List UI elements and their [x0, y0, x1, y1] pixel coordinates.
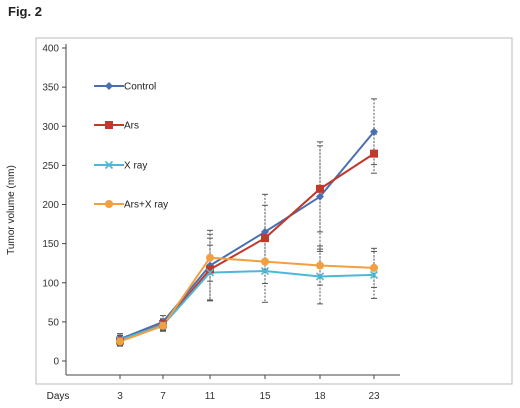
y-tick-label: 200	[42, 200, 59, 211]
data-point-ars-x-ray	[159, 321, 167, 330]
x-axis-title: Days	[47, 391, 70, 402]
y-tick-label: 100	[42, 278, 59, 289]
series-line-ars-x-ray	[119, 256, 375, 343]
data-point-x-ray	[260, 266, 270, 276]
figure-label: Fig. 2	[8, 4, 42, 19]
legend-label-control: Control	[124, 82, 156, 93]
x-tick-label: 11	[205, 391, 216, 402]
series-line-x-ray	[119, 270, 375, 341]
y-tick-label: 300	[42, 122, 59, 133]
legend-marker-x-ray	[104, 160, 114, 170]
y-axis-title: Tumor volume (mm)	[6, 165, 17, 255]
legend-label-ars-x-ray: Ars+X ray	[124, 200, 168, 211]
data-point-ars	[261, 234, 269, 243]
legend-marker-ars-x-ray	[105, 200, 113, 208]
x-tick-label: 3	[117, 391, 123, 402]
x-tick-label: 7	[160, 391, 166, 402]
data-point-ars-x-ray	[116, 337, 124, 346]
data-point-x-ray	[205, 268, 215, 277]
error-bar-ars-x-ray	[317, 245, 323, 286]
legend-label-x-ray: X ray	[124, 161, 147, 172]
data-point-control	[316, 192, 324, 201]
y-tick-label: 0	[53, 357, 59, 368]
legend-marker-control	[105, 82, 113, 90]
data-point-ars-x-ray	[370, 263, 378, 272]
plot-frame	[35, 37, 513, 385]
legend-entry-control: Control	[94, 82, 156, 93]
error-bar-x-ray	[317, 248, 323, 305]
data-point-control	[261, 227, 269, 236]
y-tick-label: 50	[48, 317, 60, 328]
series-line-control	[119, 131, 375, 341]
x-tick-label: 23	[368, 391, 380, 402]
legend-entry-x-ray: X ray	[94, 161, 147, 172]
legend-entry-ars-x-ray: Ars+X ray	[94, 200, 168, 211]
series-line-ars	[119, 152, 375, 342]
x-tick-label: 15	[259, 391, 271, 402]
data-point-ars	[206, 265, 214, 274]
data-point-ars-x-ray	[316, 261, 324, 270]
legend-label-ars: Ars	[124, 121, 139, 132]
data-point-ars-x-ray	[206, 253, 214, 262]
legend-entry-ars: Ars	[94, 121, 139, 132]
legend-marker-ars	[105, 121, 113, 129]
x-tick-label: 18	[314, 391, 326, 402]
data-point-ars	[370, 149, 378, 158]
data-point-control	[370, 127, 378, 136]
y-tick-label: 350	[42, 83, 59, 94]
data-point-x-ray	[369, 270, 379, 279]
error-bar-ars-x-ray	[371, 247, 377, 288]
y-tick-label: 150	[42, 239, 59, 250]
data-point-ars	[316, 184, 324, 193]
data-point-ars-x-ray	[261, 257, 269, 266]
y-tick-label: 250	[42, 161, 59, 172]
data-point-x-ray	[315, 272, 325, 281]
y-tick-label: 400	[42, 44, 59, 55]
